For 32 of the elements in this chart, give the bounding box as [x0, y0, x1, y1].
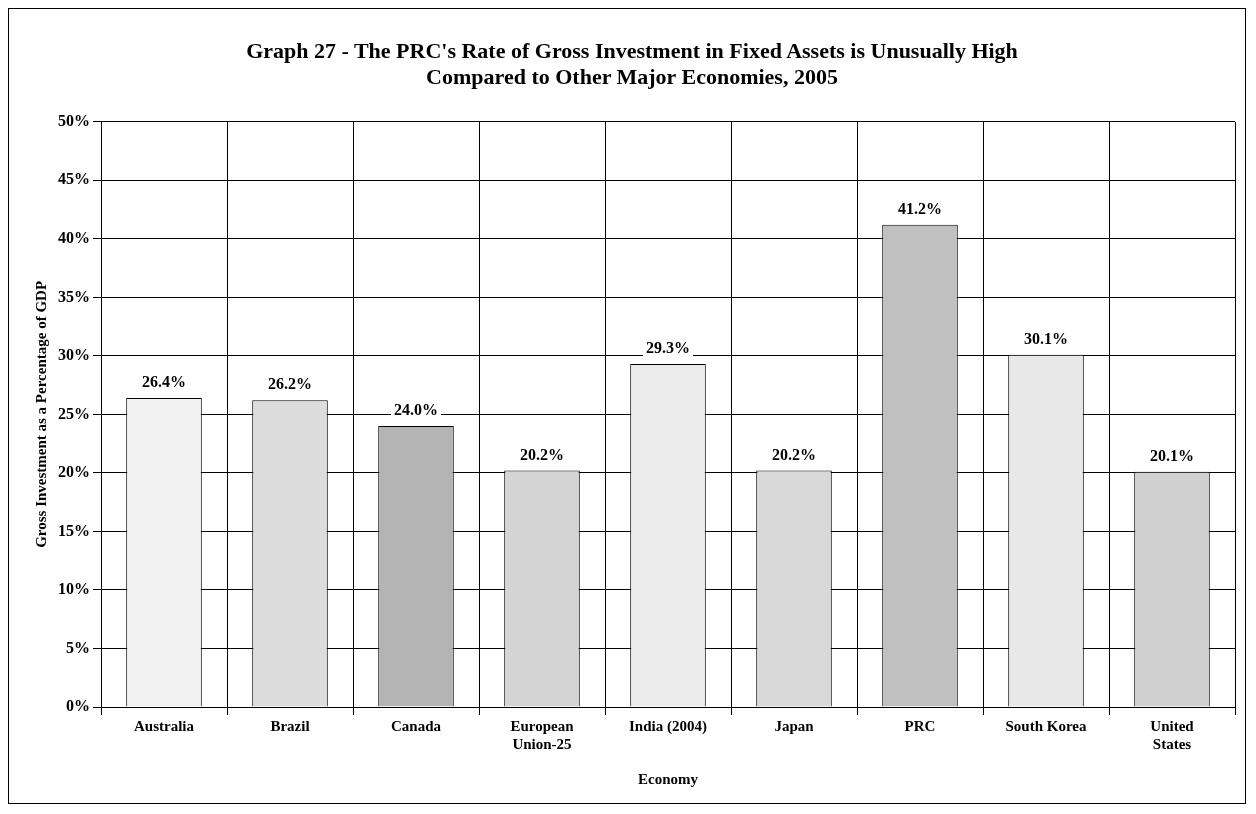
y-tick-label: 20%: [58, 463, 90, 481]
data-label: 29.3%: [646, 339, 690, 357]
y-tick-label: 15%: [58, 521, 90, 539]
data-label: 30.1%: [1024, 329, 1068, 347]
y-tick-label: 5%: [66, 638, 90, 656]
data-label: 20.2%: [520, 445, 564, 463]
y-tick-label: 0%: [66, 697, 90, 715]
x-tick-label: Japan: [774, 717, 815, 734]
x-tick-label: Canada: [390, 717, 442, 734]
y-tick-label: 25%: [58, 404, 90, 422]
x-tick-label: South Korea: [1005, 717, 1087, 734]
y-tick-label: 10%: [58, 580, 90, 598]
data-label: 26.2%: [268, 375, 312, 393]
x-tick-label: Australia: [134, 717, 195, 734]
data-label: 20.1%: [1150, 446, 1194, 464]
x-tick-label: PRC: [904, 717, 936, 734]
x-tick-label: United States: [1150, 717, 1195, 752]
y-tick-label: 40%: [58, 228, 90, 246]
data-label: 24.0%: [394, 401, 438, 419]
x-tick-label: India (2004): [629, 717, 707, 735]
y-tick-label: 35%: [58, 287, 90, 305]
y-tick-label: 45%: [58, 170, 90, 188]
data-label: 20.2%: [772, 445, 816, 463]
x-tick-label: Brazil: [270, 717, 310, 734]
x-axis-title: Economy: [638, 770, 699, 787]
x-tick-label: European Union-25: [510, 717, 575, 752]
chart-title: Graph 27 - The PRC's Rate of Gross Investment in Fixed Assets is Unusually High Compared to Other Major Economies, 2005: [246, 37, 1018, 90]
y-axis-title: Gross Investment as a Percentage of GDP: [32, 280, 49, 548]
y-tick-label: 30%: [58, 346, 90, 364]
y-tick-label: 50%: [58, 111, 90, 129]
data-label: 26.4%: [142, 373, 186, 391]
data-label: 41.2%: [898, 199, 942, 217]
